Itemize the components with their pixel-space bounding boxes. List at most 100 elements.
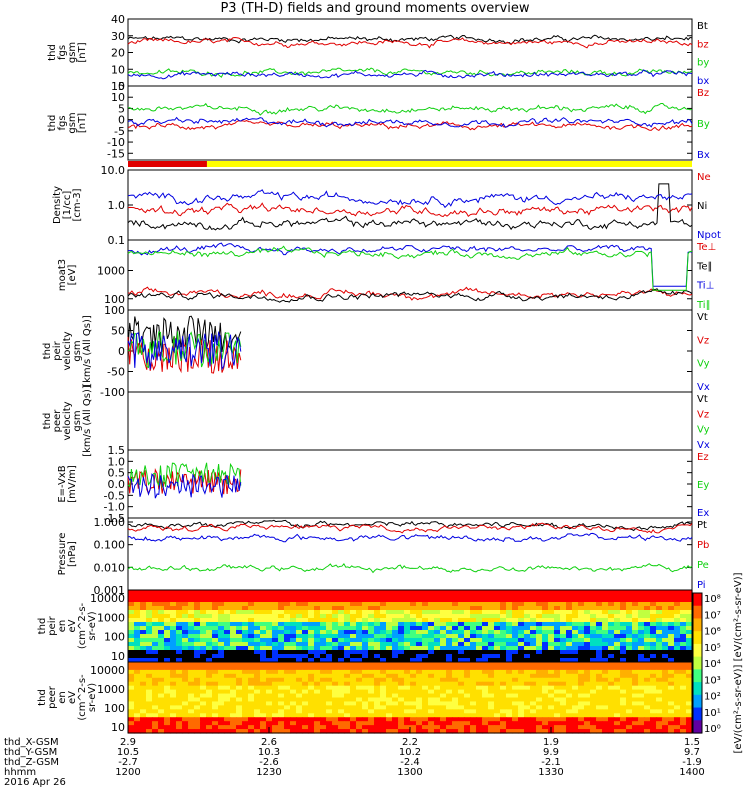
heatmap-cell — [524, 622, 531, 627]
heatmap-cell — [440, 677, 447, 683]
heatmap-cell — [584, 705, 591, 710]
heatmap-cell — [596, 590, 603, 595]
heatmap-cell — [350, 713, 357, 718]
heatmap-cell — [608, 602, 615, 607]
heatmap-cell — [284, 638, 291, 643]
heatmap-cell — [554, 662, 561, 667]
heatmap-cell — [656, 662, 663, 667]
heatmap-cell — [170, 713, 177, 718]
heatmap-cell — [206, 626, 213, 631]
heatmap-cell — [668, 689, 675, 695]
heatmap-cell — [392, 642, 399, 647]
heatmap-cell — [590, 610, 597, 615]
heatmap-cell — [404, 646, 411, 651]
heatmap-cell — [494, 685, 501, 691]
legend-Ez: Ez — [697, 452, 709, 463]
heatmap-cell — [590, 729, 597, 734]
heatmap-cell — [332, 681, 339, 687]
heatmap-cell — [602, 618, 609, 623]
heatmap-cell — [650, 662, 657, 667]
heatmap-cell — [644, 717, 651, 722]
y-tick-label: 1.5 — [108, 444, 126, 457]
heatmap-cell — [512, 713, 519, 718]
heatmap-cell — [224, 717, 231, 722]
heatmap-cell — [218, 709, 225, 714]
heatmap-cell — [386, 618, 393, 623]
heatmap-cell — [236, 681, 243, 687]
heatmap-cell — [374, 654, 381, 659]
heatmap-cell — [500, 713, 507, 718]
heatmap-cell — [470, 606, 477, 611]
heatmap-cell — [440, 590, 447, 595]
heatmap-cell — [674, 717, 681, 722]
heatmap-cell — [302, 598, 309, 603]
heatmap-cell — [626, 725, 633, 730]
heatmap-cell — [638, 709, 645, 714]
heatmap-cell — [302, 646, 309, 651]
heatmap-cell — [536, 594, 543, 599]
heatmap-cell — [380, 669, 387, 675]
heatmap-cell — [290, 606, 297, 611]
heatmap-cell — [656, 705, 663, 710]
heatmap-cell — [128, 681, 135, 687]
heatmap-cell — [134, 677, 141, 683]
heatmap-cell — [290, 685, 297, 691]
heatmap-cell — [638, 634, 645, 639]
heatmap-cell — [170, 630, 177, 635]
heatmap-cell — [530, 697, 537, 703]
heatmap-cell — [128, 665, 135, 671]
heatmap-cell — [182, 729, 189, 734]
heatmap-cell — [266, 717, 273, 722]
heatmap-cell — [596, 705, 603, 710]
heatmap-cell — [608, 701, 615, 706]
heatmap-cell — [620, 646, 627, 651]
heatmap-cell — [332, 729, 339, 734]
heatmap-cell — [332, 610, 339, 615]
heatmap-cell — [452, 606, 459, 611]
heatmap-cell — [338, 677, 345, 683]
heatmap-cell — [482, 662, 489, 667]
heatmap-cell — [584, 669, 591, 675]
heatmap-cell — [380, 721, 387, 726]
heatmap-cell — [230, 693, 237, 699]
heatmap-cell — [524, 701, 531, 706]
heatmap-cell — [392, 677, 399, 683]
heatmap-cell — [452, 626, 459, 631]
heatmap-cell — [170, 701, 177, 706]
heatmap-cell — [248, 689, 255, 695]
heatmap-cell — [494, 729, 501, 734]
heatmap-cell — [560, 658, 567, 663]
series-line-Vy — [127, 331, 242, 369]
heatmap-cell — [242, 693, 249, 699]
heatmap-cell — [362, 677, 369, 683]
heatmap-cell — [464, 650, 471, 655]
heatmap-cell — [278, 646, 285, 651]
heatmap-cell — [140, 665, 147, 671]
heatmap-cell — [674, 618, 681, 623]
heatmap-cell — [686, 717, 693, 722]
heatmap-cell — [320, 646, 327, 651]
heatmap-cell — [380, 665, 387, 671]
heatmap-cell — [548, 630, 555, 635]
heatmap-cell — [146, 701, 153, 706]
heatmap-cell — [482, 622, 489, 627]
footer-row-label: hhmm — [4, 767, 36, 778]
heatmap-cell — [662, 713, 669, 718]
heatmap-cell — [182, 614, 189, 619]
heatmap-cell — [164, 658, 171, 663]
heatmap-cell — [482, 709, 489, 714]
heatmap-cell — [350, 650, 357, 655]
heatmap-cell — [350, 598, 357, 603]
heatmap-cell — [590, 654, 597, 659]
heatmap-cell — [404, 677, 411, 683]
heatmap-cell — [482, 669, 489, 675]
heatmap-cell — [614, 662, 621, 667]
y-axis-label: fgs — [57, 115, 68, 130]
heatmap-cell — [686, 721, 693, 726]
heatmap-cell — [680, 650, 687, 655]
heatmap-cell — [398, 685, 405, 691]
heatmap-cell — [158, 602, 165, 607]
heatmap-cell — [578, 725, 585, 730]
heatmap-cell — [182, 681, 189, 687]
heatmap-cell — [584, 713, 591, 718]
